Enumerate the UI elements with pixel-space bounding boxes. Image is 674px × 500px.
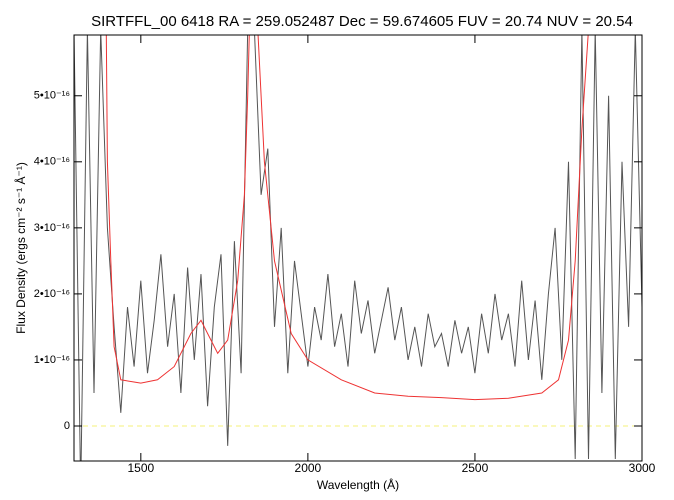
x-tick-label: 1500 bbox=[127, 461, 154, 475]
plot-frame bbox=[73, 34, 643, 462]
x-tick-label: 3000 bbox=[629, 461, 656, 475]
x-tick-label: 2500 bbox=[462, 461, 489, 475]
y-tick-label: 0 bbox=[64, 420, 70, 432]
y-tick-label: 5•10⁻¹⁶ bbox=[34, 90, 70, 102]
y-tick-label: 1•10⁻¹⁶ bbox=[34, 354, 70, 366]
plot-area bbox=[74, 35, 642, 461]
spectrum-line bbox=[105, 35, 589, 401]
x-tick-label: 2000 bbox=[295, 461, 322, 475]
x-axis-label: Wavelength (Å) bbox=[317, 477, 399, 492]
y-axis-label: Flux Density (ergs cm⁻² s⁻¹ Å⁻¹) bbox=[13, 162, 28, 334]
y-tick-label: 2•10⁻¹⁶ bbox=[34, 288, 70, 300]
y-tick-label: 4•10⁻¹⁶ bbox=[34, 156, 70, 168]
y-tick-label: 3•10⁻¹⁶ bbox=[34, 222, 70, 234]
chart-title: SIRTFFL_00 6418 RA = 259.052487 Dec = 59… bbox=[91, 13, 633, 30]
spectrum-line bbox=[74, 35, 642, 461]
